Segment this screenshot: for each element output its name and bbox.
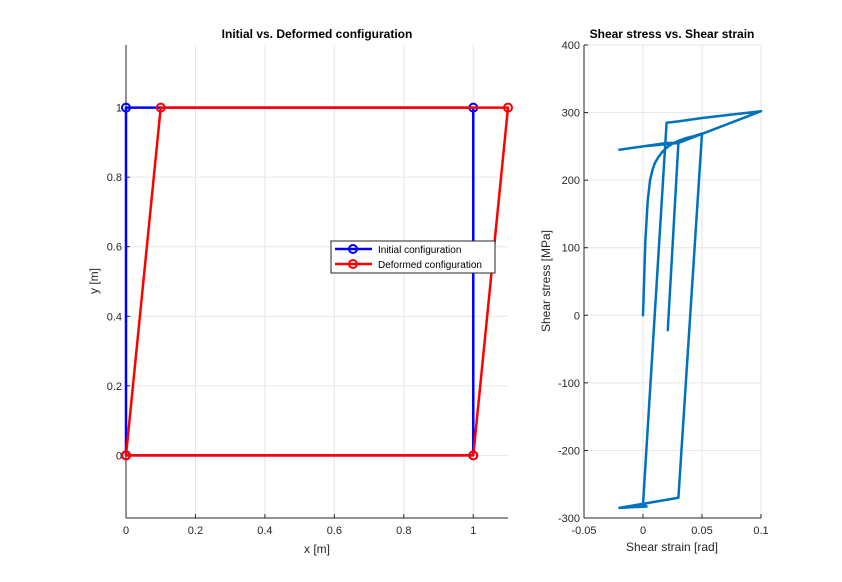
y-tick-label: -200 — [558, 445, 580, 457]
stress-strain-xlabel: Shear strain [rad] — [626, 540, 718, 554]
configuration-ticks: 0 0.2 0.4 0.6 0.8 1 0 0.2 0.4 0.6 0.8 1 — [107, 45, 508, 537]
y-tick-label: 1 — [116, 103, 122, 115]
stress-strain-plot-area — [618, 109, 763, 510]
x-tick-label: 0.8 — [396, 525, 411, 537]
y-tick-label: 0.2 — [107, 381, 122, 393]
y-tick-label: -100 — [558, 378, 580, 390]
y-tick-label: 400 — [562, 40, 580, 52]
series-point-1 — [468, 450, 479, 461]
stress-strain-axes: Shear stress vs. Shear strain Shear stra… — [539, 27, 769, 554]
series-point-0 — [121, 102, 131, 113]
configuration-legend: Initial configuration Deformed configura… — [330, 240, 496, 274]
x-tick-label: -0.05 — [571, 525, 596, 537]
series-line-1 — [124, 106, 510, 457]
y-tick-label: 0 — [574, 310, 580, 322]
x-tick-label: 0.4 — [257, 525, 272, 537]
stress-strain-title: Shear stress vs. Shear strain — [590, 27, 755, 41]
y-tick-label: 0.8 — [107, 172, 122, 184]
stress-strain-ticks: -0.05 0 0.05 0.1 -300 -200 -100 0 100 200 300 400 — [558, 40, 769, 537]
series-point-1 — [503, 102, 513, 113]
series-line-0 — [124, 106, 475, 457]
configuration-ylabel: y [m] — [87, 268, 101, 294]
x-tick-label: 0.1 — [753, 525, 768, 537]
y-tick-label: 300 — [562, 108, 580, 120]
x-tick-label: 0.2 — [188, 525, 203, 537]
legend-label-deformed: Deformed configuration — [378, 260, 482, 271]
x-tick-label: 0.05 — [691, 525, 712, 537]
y-tick-label: 0.6 — [107, 242, 122, 254]
y-tick-label: 0.4 — [107, 311, 122, 323]
configuration-xlabel: x [m] — [304, 542, 330, 556]
x-tick-label: 0 — [640, 525, 646, 537]
stress-strain-ylabel: Shear stress [MPa] — [539, 230, 553, 332]
configuration-grid — [125, 45, 508, 518]
configuration-plot-area — [121, 102, 513, 461]
series-line-0 — [618, 109, 763, 510]
configuration-axes: Initial vs. Deformed configuration x [m]… — [87, 27, 513, 556]
series-point-1 — [121, 450, 131, 461]
y-tick-label: -300 — [558, 513, 580, 525]
stress-strain-grid — [583, 44, 762, 519]
legend-marker-deformed — [348, 259, 358, 269]
configuration-title: Initial vs. Deformed configuration — [222, 27, 413, 41]
legend-marker-initial — [348, 244, 358, 254]
series-point-1 — [155, 102, 166, 113]
legend-label-initial: Initial configuration — [378, 245, 461, 256]
x-tick-label: 0 — [123, 525, 129, 537]
y-tick-label: 200 — [562, 175, 580, 187]
x-tick-label: 0.6 — [327, 525, 342, 537]
x-tick-label: 1 — [470, 525, 476, 537]
y-tick-label: 100 — [562, 243, 580, 255]
legend-box — [330, 240, 496, 274]
y-tick-label: 0 — [116, 450, 122, 462]
